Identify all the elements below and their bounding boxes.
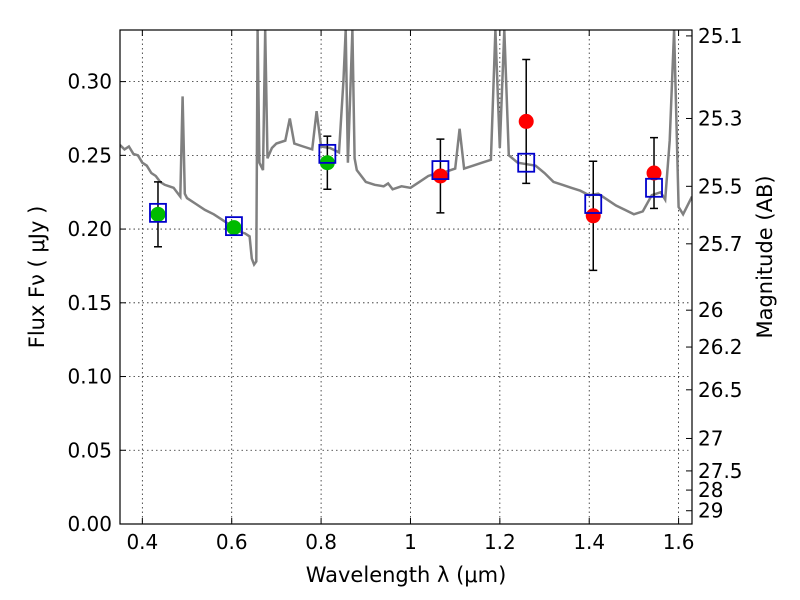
- model-square-marker: [225, 216, 243, 237]
- y-tick-label: 0.10: [67, 365, 112, 389]
- plot-frame: [119, 29, 693, 525]
- right-tick-label: 26: [698, 298, 723, 322]
- right-tick-label: 26.5: [698, 378, 743, 402]
- model-spectrum: [120, 30, 692, 268]
- photometry-points: [149, 58, 663, 272]
- x-tick-label: 1.6: [663, 530, 695, 554]
- x-tick-label: 1: [404, 530, 417, 554]
- spectrum-line: [120, 30, 692, 268]
- y-tick-label: 0.25: [67, 143, 112, 167]
- y-tick-label: 0.05: [67, 438, 112, 462]
- x-tick-label: 1.2: [484, 530, 516, 554]
- data-point-marker: [518, 113, 534, 129]
- x-axis-title: Wavelength λ (μm): [306, 563, 507, 587]
- x-tick-label: 0.6: [216, 530, 248, 554]
- data-point-marker: [585, 208, 601, 224]
- right-tick-label: 27.5: [698, 459, 743, 483]
- x-tick-label: 1.4: [573, 530, 605, 554]
- model-square-marker: [318, 143, 337, 164]
- right-tick-label: 27: [698, 426, 723, 450]
- y-tick-label: 0.20: [67, 217, 112, 241]
- y-tick-label: 0.15: [67, 291, 112, 315]
- data-point-marker: [646, 165, 662, 181]
- right-tick-label: 25.7: [698, 232, 743, 256]
- y-axis-title: Flux Fν ( μJy ): [25, 206, 49, 349]
- right-tick-label: 26.2: [698, 335, 743, 359]
- model-square-marker: [149, 202, 167, 223]
- axis-ticks: 0.4 0.6 0.8 1 1.2 1.4 1.6 0.00 0.05 0.10 0.15 0.20 0…: [67, 24, 742, 554]
- grid: [120, 30, 692, 525]
- data-point-marker: [226, 220, 242, 236]
- right-axis-title: Magnitude (AB): [753, 175, 777, 338]
- model-square-marker: [431, 160, 450, 180]
- y-tick-label: 0.00: [67, 512, 112, 536]
- data-point-marker: [150, 206, 166, 222]
- x-tick-label: 0.4: [126, 530, 158, 554]
- y-tick-label: 0.30: [67, 70, 112, 94]
- model-square-marker: [645, 177, 663, 198]
- x-tick-label: 0.8: [305, 530, 337, 554]
- right-tick-label: 29: [698, 499, 723, 523]
- model-square-marker: [517, 152, 536, 173]
- model-square-marker: [584, 194, 603, 214]
- right-tick-label: 25.5: [698, 174, 743, 198]
- right-tick-label: 25.3: [698, 106, 743, 130]
- right-tick-label: 25.1: [698, 24, 743, 48]
- right-tick-label: 28: [698, 478, 723, 502]
- data-point-marker: [432, 168, 448, 184]
